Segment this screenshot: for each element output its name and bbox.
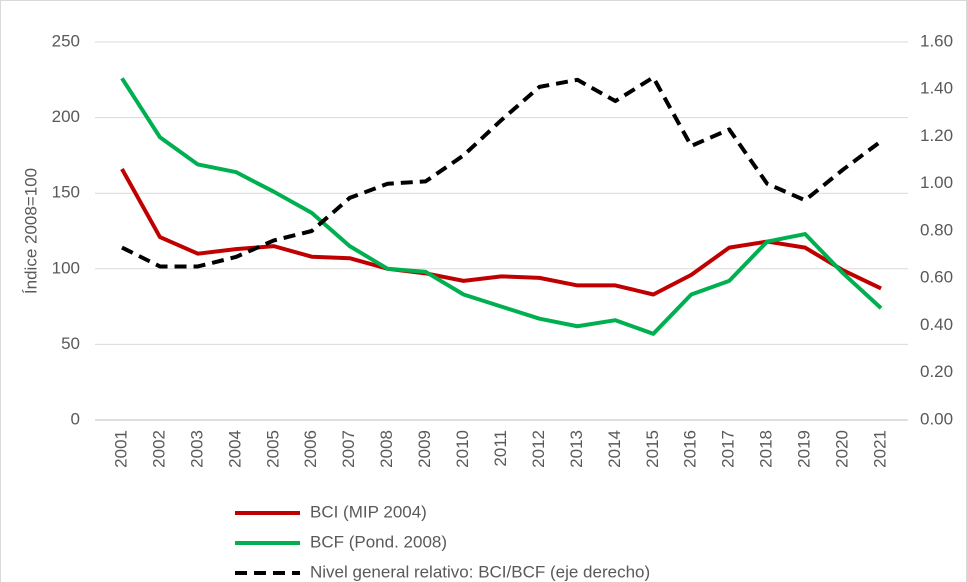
series-line (120, 77, 883, 336)
x-tick-label: 2008 (377, 430, 396, 468)
x-tick-label: 2016 (681, 430, 700, 468)
x-tick-label: 2015 (643, 430, 662, 468)
x-tick-label: 2014 (605, 430, 624, 468)
y2-tick-label: 0.60 (920, 268, 953, 287)
x-tick-label: 2007 (339, 430, 358, 468)
x-tick-label: 2019 (795, 430, 814, 468)
x-tick-label: 2018 (757, 430, 776, 468)
series-line (121, 75, 883, 269)
legend-label: BCI (MIP 2004) (310, 502, 427, 521)
y-axis-label: Índice 2008=100 (21, 168, 40, 294)
x-tick-label: 2009 (415, 430, 434, 468)
y-tick-label: 200 (52, 107, 80, 126)
series-line (120, 168, 882, 297)
y2-tick-label: 1.40 (920, 79, 953, 98)
x-tick-label: 2017 (719, 430, 738, 468)
y2-tick-label: 0.20 (920, 362, 953, 381)
y2-tick-label: 1.60 (920, 31, 953, 50)
x-tick-label: 2003 (187, 430, 206, 468)
y-tick-label: 250 (52, 31, 80, 50)
y2-tick-label: 0.00 (920, 409, 953, 428)
y2-tick-label: 1.00 (920, 173, 953, 192)
x-tick-label: 2012 (529, 430, 548, 468)
x-tick-label: 2005 (263, 430, 282, 468)
y-tick-label: 0 (71, 409, 80, 428)
x-tick-label: 2004 (225, 430, 244, 468)
x-tick-label: 2001 (111, 430, 130, 468)
x-tick-label: 2020 (833, 430, 852, 468)
y2-tick-label: 1.20 (920, 126, 953, 145)
y2-tick-label: 0.80 (920, 220, 953, 239)
x-tick-label: 2013 (567, 430, 586, 468)
y2-tick-label: 0.40 (920, 315, 953, 334)
x-tick-label: 2010 (453, 430, 472, 468)
legend-label: Nivel general relativo: BCI/BCF (eje der… (310, 562, 650, 581)
x-tick-label: 2002 (149, 430, 168, 468)
x-tick-label: 2006 (301, 430, 320, 468)
x-tick-label: 2011 (491, 430, 510, 467)
y-tick-label: 150 (52, 183, 80, 202)
y-tick-label: 50 (61, 334, 80, 353)
y-tick-label: 100 (52, 258, 80, 277)
legend-label: BCF (Pond. 2008) (310, 532, 447, 551)
x-tick-label: 2021 (871, 430, 890, 468)
